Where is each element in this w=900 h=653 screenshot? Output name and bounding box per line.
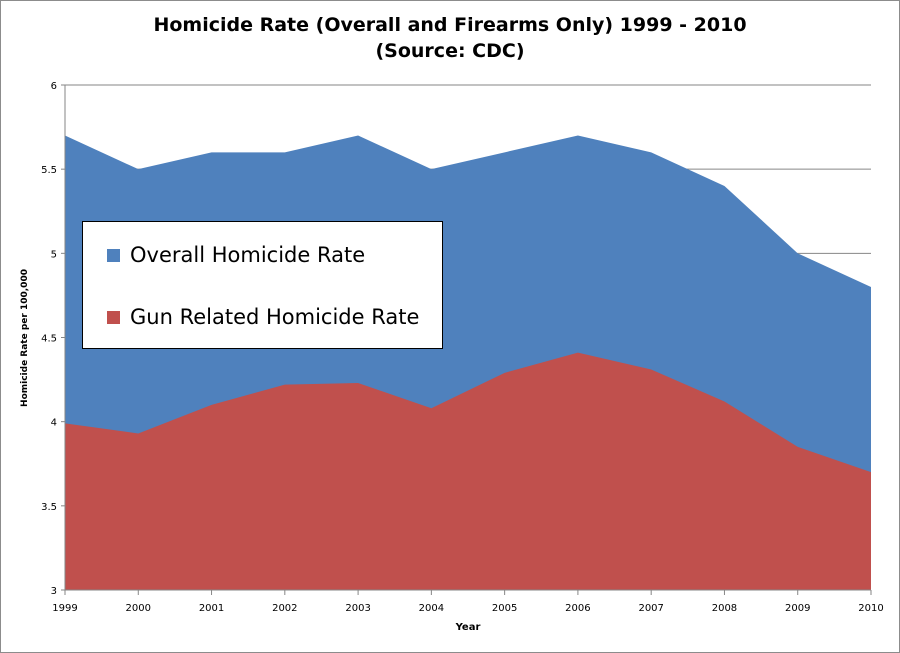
chart-title: Homicide Rate (Overall and Firearms Only… [0,12,900,64]
x-tick-label-2004: 2004 [419,603,444,614]
x-tick-labels: 1999 2000 2001 2002 2003 2004 2005 2006 2007 2008… [52,603,883,614]
x-tick-label-2000: 2000 [126,603,151,614]
legend-item-gun: Gun Related Homicide Rate [107,303,419,331]
y-tick-label-5.5: 5.5 [41,165,57,176]
x-tick-label-2002: 2002 [272,603,297,614]
y-tick-label-4.5: 4.5 [41,334,57,345]
y-tick-label-3.5: 3.5 [41,502,57,513]
x-tick-label-2009: 2009 [785,603,810,614]
area-series-gun [65,352,871,590]
legend-label-overall: Overall Homicide Rate [130,243,366,267]
y-tick-labels: 3 3.5 4 4.5 5 5.5 6 [41,81,57,597]
x-tick-label-2010: 2010 [858,603,883,614]
plot-areas [65,135,871,590]
axes [61,84,872,595]
y-tick-label-3: 3 [51,586,57,597]
legend-item-overall: Overall Homicide Rate [107,241,365,269]
y-tick-label-6: 6 [51,81,57,92]
x-axis-label: Year [455,622,481,633]
x-tick-label-1999: 1999 [52,603,77,614]
x-tick-label-2001: 2001 [199,603,224,614]
x-tick-label-2003: 2003 [345,603,370,614]
legend-swatch-overall [107,248,120,262]
y-tick-label-4: 4 [51,418,57,429]
legend-swatch-gun [107,310,120,324]
x-tick-label-2006: 2006 [565,603,590,614]
legend-label-gun: Gun Related Homicide Rate [130,305,420,329]
x-tick-label-2005: 2005 [492,603,517,614]
legend: Overall Homicide Rate Gun Related Homici… [82,221,443,349]
x-tick-label-2007: 2007 [638,603,663,614]
x-tick-label-2008: 2008 [712,603,737,614]
chart-title-line1: Homicide Rate (Overall and Firearms Only… [153,14,747,36]
y-axis-label: Homicide Rate per 100,000 [20,269,30,407]
chart-title-line2: (Source: CDC) [375,40,525,62]
y-tick-label-5: 5 [51,249,57,260]
